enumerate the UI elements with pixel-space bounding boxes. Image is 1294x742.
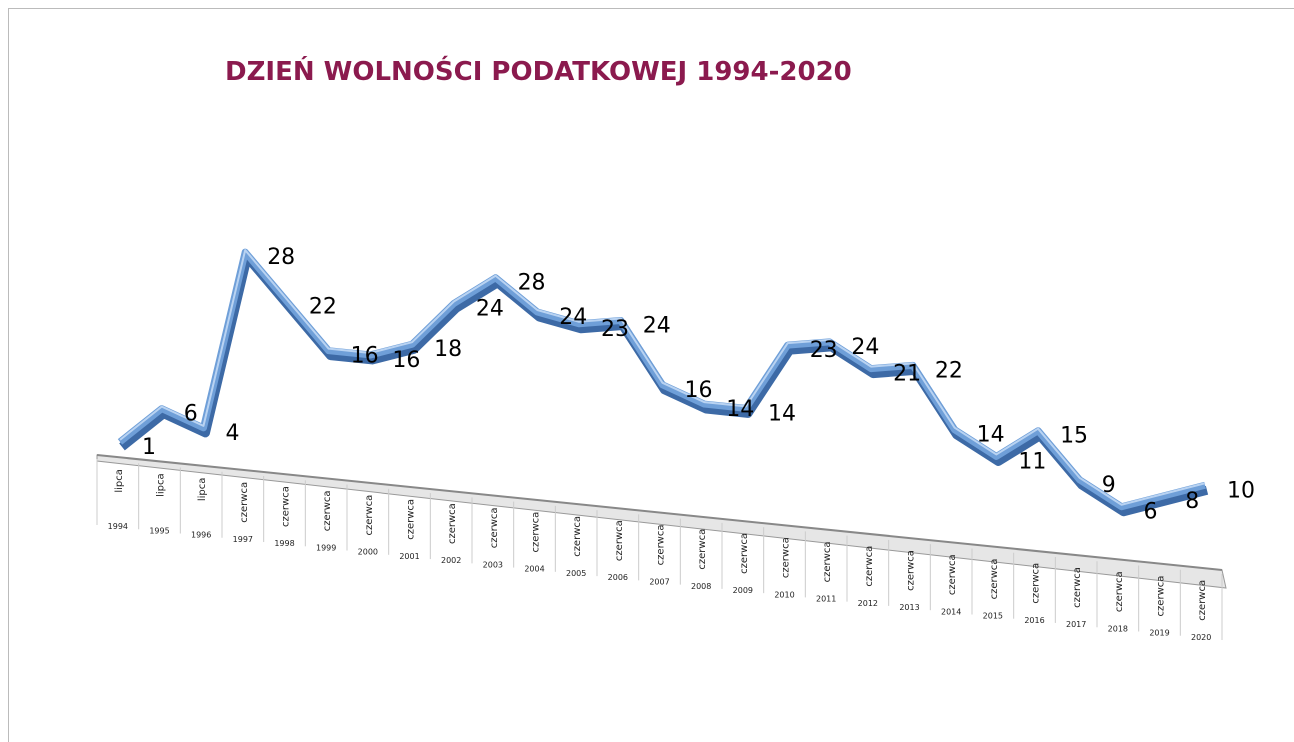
frame	[8, 8, 1294, 742]
data-label: 11	[1018, 449, 1046, 474]
x-tick-label: czerwca	[906, 550, 917, 591]
data-label: 24	[476, 296, 504, 321]
data-label: 15	[1060, 424, 1088, 449]
x-tick-label: 2012	[858, 599, 878, 608]
data-label: 22	[309, 294, 337, 319]
x-tick-label: czerwca	[1072, 567, 1083, 608]
x-tick-label: lipca	[114, 469, 125, 493]
x-tick-label: 2017	[1066, 620, 1086, 629]
chart-title: DZIEŃ WOLNOŚCI PODATKOWEJ 1994-2020	[225, 55, 852, 87]
data-label: 16	[392, 348, 420, 373]
x-tick-label: 2014	[941, 607, 961, 616]
data-label: 22	[935, 358, 963, 383]
x-tick-label: 2019	[1149, 629, 1169, 638]
x-tick-label: czerwca	[489, 507, 500, 548]
x-tick-label: 1996	[191, 531, 211, 540]
x-tick-label: 1998	[274, 539, 294, 548]
x-tick-label: 2015	[983, 612, 1003, 621]
x-tick-label: czerwca	[531, 512, 542, 553]
data-label: 6	[1144, 500, 1158, 525]
x-tick-label: 1995	[149, 526, 169, 535]
x-tick-label: czerwca	[1114, 571, 1125, 612]
x-tick-label: 2005	[566, 569, 586, 578]
x-tick-label: 1999	[316, 543, 336, 552]
data-label: 21	[893, 362, 921, 387]
data-label: 14	[977, 423, 1005, 448]
x-tick-label: czerwca	[781, 537, 792, 578]
x-tick-label: czerwca	[1197, 580, 1208, 621]
x-tick-label: 2016	[1024, 616, 1044, 625]
line	[117, 248, 1206, 511]
x-tick-label: czerwca	[572, 516, 583, 557]
x-tick-label: 2002	[441, 556, 461, 565]
x-tick-label: czerwca	[281, 486, 292, 527]
data-label: 23	[810, 338, 838, 363]
data-label: 24	[851, 335, 879, 360]
x-tick-label: 1997	[233, 535, 253, 544]
x-tick-label: czerwca	[239, 482, 250, 523]
x-tick-label: 2001	[399, 552, 419, 561]
x-tick-label: czerwca	[364, 495, 375, 536]
x-tick-label: 2009	[733, 586, 753, 595]
x-tick-label: 2011	[816, 595, 836, 604]
data-label: 24	[559, 305, 587, 330]
x-tick-label: 2013	[899, 603, 919, 612]
data-label: 28	[518, 271, 546, 296]
x-tick-label: czerwca	[989, 559, 1000, 600]
data-label: 16	[351, 344, 379, 369]
x-tick-label: czerwca	[1031, 563, 1042, 604]
x-tick-label: 1994	[108, 522, 128, 531]
x-tick-label: 2003	[483, 560, 503, 569]
x-tick-label: 2018	[1108, 624, 1128, 633]
line-highlight	[119, 249, 1206, 506]
x-tick-label: 2000	[358, 548, 378, 557]
axis-line	[96, 454, 1223, 571]
x-tick-label: lipca	[197, 478, 208, 502]
x-tick-label: czerwca	[447, 503, 458, 544]
x-tick-label: czerwca	[822, 542, 833, 583]
x-tick-label: czerwca	[947, 554, 958, 595]
x-tick-label: czerwca	[656, 525, 667, 566]
data-label: 14	[726, 397, 754, 422]
x-tick-label: lipca	[156, 473, 167, 497]
data-label: 14	[768, 401, 796, 426]
data-label: 18	[434, 337, 462, 362]
x-tick-label: czerwca	[1156, 576, 1167, 617]
data-label: 24	[643, 314, 671, 339]
data-label: 4	[225, 421, 239, 446]
x-tick-label: 2006	[608, 573, 628, 582]
data-label: 16	[685, 378, 713, 403]
x-tick-label: 2007	[649, 578, 669, 587]
x-tick-label: czerwca	[406, 499, 417, 540]
data-label: 28	[267, 245, 295, 270]
x-tick-label: czerwca	[614, 520, 625, 561]
x-tick-label: 2020	[1191, 633, 1211, 642]
x-tick-label: czerwca	[697, 529, 708, 570]
x-tick-label: czerwca	[322, 490, 333, 531]
x-tick-label: 2004	[524, 565, 544, 574]
x-tick-label: 2008	[691, 582, 711, 591]
data-label: 9	[1102, 473, 1116, 498]
data-label: 6	[184, 402, 198, 427]
data-label: 10	[1227, 478, 1255, 503]
data-label: 1	[142, 435, 156, 460]
x-tick-label: czerwca	[739, 533, 750, 574]
data-label: 8	[1185, 489, 1199, 514]
x-tick-label: czerwca	[864, 546, 875, 587]
x-tick-label: 2010	[774, 590, 794, 599]
axis-box	[96, 454, 1227, 589]
data-label: 23	[601, 317, 629, 342]
